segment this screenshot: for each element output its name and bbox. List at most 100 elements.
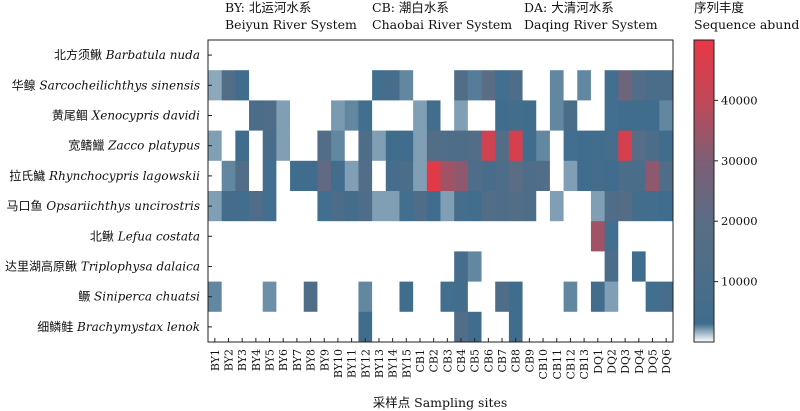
site-label: CB5 — [469, 349, 482, 373]
heatmap-cell — [467, 40, 482, 71]
heatmap-cell — [604, 251, 619, 282]
heatmap-cell — [262, 311, 277, 343]
heatmap-cell — [385, 221, 400, 252]
heatmap-cell — [303, 40, 318, 71]
heatmap-cell — [262, 100, 277, 131]
heatmap-cells — [208, 40, 674, 343]
heatmap-cell — [344, 160, 359, 192]
heatmap-cell — [549, 251, 564, 282]
heatmap-cell — [249, 100, 264, 131]
heatmap-cell — [495, 311, 510, 343]
heatmap-cell — [481, 160, 496, 192]
heatmap-cell — [413, 130, 428, 162]
heatmap-cell — [276, 100, 291, 131]
heatmap-cell — [303, 191, 318, 222]
heatmap-cell — [495, 281, 510, 313]
heatmap-cell — [467, 130, 482, 162]
heatmap-cell — [221, 251, 236, 282]
site-label: DQ5 — [647, 349, 660, 374]
colorbar: 序列丰度 Sequence abundance 10000 20000 30000 4… — [693, 0, 800, 343]
heatmap-cell — [659, 100, 674, 131]
heatmap-cell — [631, 311, 647, 343]
heatmap-cell — [467, 281, 482, 313]
heatmap-cell — [426, 191, 441, 222]
colorbar-tick-label: 30000 — [721, 154, 758, 168]
heatmap-cell — [536, 251, 551, 282]
heatmap-cell — [317, 70, 332, 101]
colorbar-tick-label: 20000 — [721, 214, 758, 228]
heatmap-cell — [221, 221, 236, 252]
heatmap-cell — [467, 221, 482, 252]
heatmap-cell — [440, 70, 455, 101]
heatmap-cell — [549, 160, 564, 192]
heatmap-cell — [454, 130, 469, 162]
heatmap-cell — [549, 70, 564, 101]
heatmap-cell — [563, 160, 578, 192]
heatmap-cell — [235, 160, 250, 192]
heatmap-cell — [290, 311, 305, 343]
heatmap-cell — [426, 70, 441, 101]
heatmap-cell — [385, 160, 400, 192]
heatmap-cell — [303, 281, 318, 313]
colorbar-ticks: 10000 20000 30000 40000 — [714, 93, 758, 289]
site-label: CB8 — [510, 349, 523, 373]
heatmap-cell — [604, 311, 619, 343]
heatmap-cell — [440, 100, 455, 131]
heatmap-cell — [276, 281, 291, 313]
heatmap-cell — [358, 281, 373, 313]
site-label: CB7 — [496, 349, 509, 373]
heatmap-cell — [344, 251, 359, 282]
heatmap-cell — [344, 40, 359, 71]
heatmap-cell — [426, 281, 441, 313]
heatmap-cell — [604, 160, 619, 192]
heatmap-cell — [331, 311, 346, 343]
heatmap-cell — [372, 100, 387, 131]
heatmap-cell — [604, 40, 619, 71]
heatmap-cell — [317, 311, 332, 343]
heatmap-cell — [440, 130, 455, 162]
heatmap-cell — [577, 191, 592, 222]
heatmap-cell — [440, 311, 455, 343]
colorbar-tick-label: 40000 — [721, 93, 758, 107]
heatmap-cell — [536, 311, 551, 343]
heatmap-cell — [385, 70, 400, 101]
site-label: CB13 — [578, 349, 591, 380]
system-cb-en: Chaobai River System — [372, 17, 512, 32]
heatmap-cell — [618, 221, 633, 252]
heatmap-cell — [399, 160, 414, 192]
heatmap-cell — [331, 191, 346, 222]
heatmap-cell — [495, 221, 510, 252]
heatmap-cell — [454, 311, 469, 343]
heatmap-cell — [208, 130, 223, 162]
heatmap-cell — [317, 160, 332, 192]
heatmap-cell — [372, 130, 387, 162]
heatmap-cell — [249, 221, 264, 252]
heatmap-cell — [440, 160, 455, 192]
heatmap-cell — [440, 221, 455, 252]
heatmap-cell — [618, 281, 633, 313]
heatmap-cell — [276, 311, 291, 343]
heatmap-cell — [235, 70, 250, 101]
site-label: CB10 — [537, 349, 550, 380]
heatmap-cell — [659, 160, 674, 192]
site-label: DQ1 — [592, 349, 605, 374]
heatmap-cell — [481, 100, 496, 131]
heatmap-cell — [344, 221, 359, 252]
heatmap-cell — [303, 160, 318, 192]
heatmap-cell — [262, 70, 277, 101]
heatmap-cell — [590, 311, 606, 343]
site-label: CB9 — [523, 349, 536, 373]
heatmap-cell — [522, 160, 537, 192]
species-label: 马口鱼 Opsariichthys uncirostris — [6, 199, 200, 213]
heatmap-cell — [276, 191, 291, 222]
heatmap-cell — [563, 251, 578, 282]
heatmap-cell — [495, 251, 510, 282]
heatmap-cell — [303, 251, 318, 282]
heatmap-cell — [344, 311, 359, 343]
heatmap-cell — [262, 40, 277, 71]
heatmap-cell — [317, 100, 332, 131]
heatmap-cell — [358, 221, 373, 252]
heatmap-cell — [426, 221, 441, 252]
heatmap-cell — [208, 251, 223, 282]
